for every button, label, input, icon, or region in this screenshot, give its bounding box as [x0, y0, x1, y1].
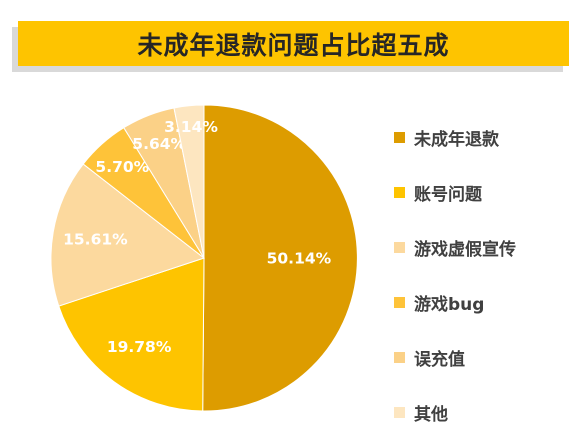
- slice-data-label-4: 5.70%: [95, 158, 149, 176]
- legend-item-6: 其他: [394, 385, 516, 440]
- legend-swatch: [394, 297, 405, 308]
- legend-label: 误充值: [414, 350, 465, 370]
- legend-item-3: 游戏虚假宣传: [394, 220, 516, 275]
- legend-label: 未成年退款: [414, 130, 499, 150]
- pie-slice-6: [173, 104, 205, 259]
- chart-title: 未成年退款问题占比超五成: [137, 30, 450, 60]
- legend-label: 游戏bug: [414, 295, 485, 315]
- slice-data-label-3: 15.61%: [63, 230, 128, 248]
- pie-slice-3: [50, 163, 206, 307]
- slice-data-label-2: 19.78%: [107, 338, 172, 356]
- slice-data-label-1: 50.14%: [267, 249, 332, 267]
- legend-swatch: [394, 132, 405, 143]
- legend-swatch: [394, 352, 405, 363]
- legend-swatch: [394, 187, 405, 198]
- legend-label: 其他: [414, 405, 448, 425]
- slice-data-label-5: 5.64%: [132, 135, 186, 153]
- title-banner: 未成年退款问题占比超五成: [18, 21, 569, 66]
- legend-item-2: 账号问题: [394, 165, 516, 220]
- chart-legend: 未成年退款账号问题游戏虚假宣传 游戏bug 误充值其他: [394, 110, 516, 440]
- legend-item-4: 游戏bug: [394, 275, 516, 330]
- pie-slice-2: [58, 257, 205, 412]
- legend-label: 游戏虚假宣传: [414, 240, 516, 260]
- legend-item-1: 未成年退款: [394, 110, 516, 165]
- pie-slice-1: [202, 104, 358, 412]
- legend-item-5: 误充值: [394, 330, 516, 385]
- legend-swatch: [394, 407, 405, 418]
- slice-data-label-6: 3.14%: [164, 118, 218, 136]
- legend-swatch: [394, 242, 405, 253]
- legend-label: 账号问题: [414, 185, 482, 205]
